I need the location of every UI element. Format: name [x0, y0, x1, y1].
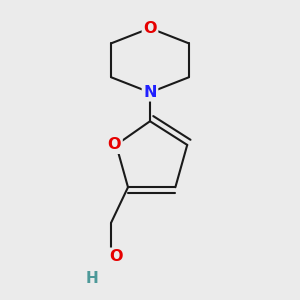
Text: N: N: [143, 85, 157, 100]
Text: O: O: [110, 249, 123, 264]
Text: H: H: [86, 271, 99, 286]
Text: O: O: [108, 137, 121, 152]
Text: N: N: [143, 85, 157, 100]
Text: O: O: [143, 21, 157, 36]
Text: O: O: [110, 249, 123, 264]
Text: O: O: [143, 21, 157, 36]
Text: O: O: [108, 137, 121, 152]
